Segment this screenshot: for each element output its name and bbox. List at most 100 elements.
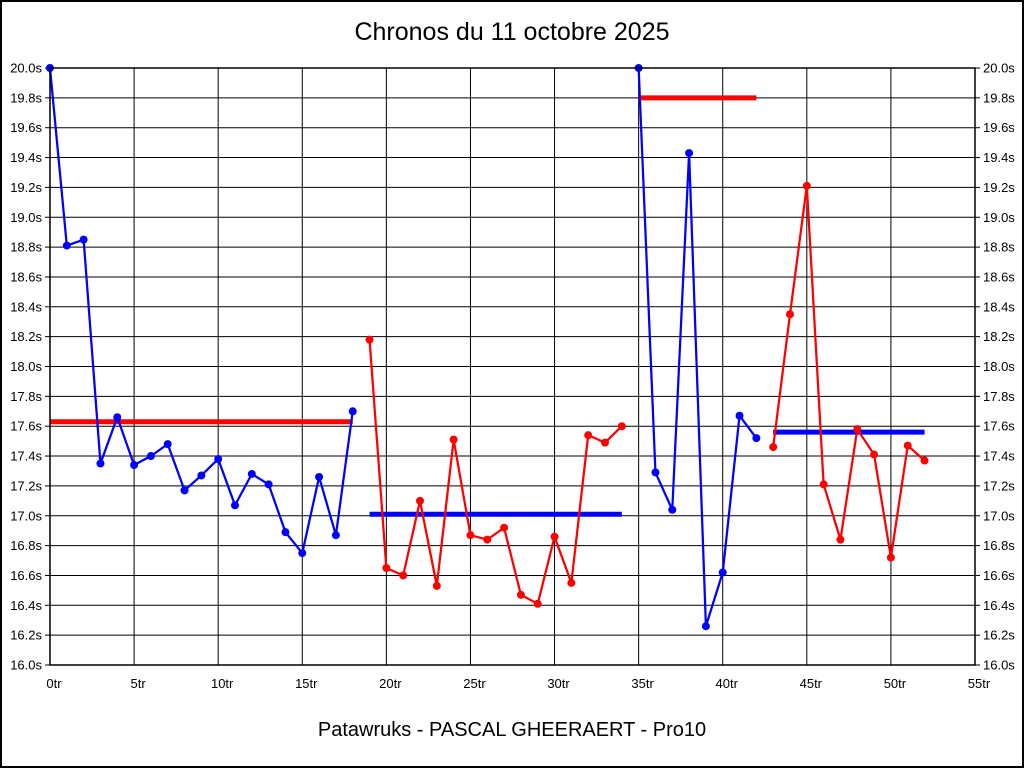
y-axis-tick-label-right: 17.2s: [983, 478, 1015, 493]
data-point-stint-2-red: [500, 523, 509, 532]
data-point-stint-1-blue: [264, 480, 273, 489]
data-point-stint-3-blue: [701, 622, 710, 631]
data-point-stint-2-red: [365, 335, 374, 344]
y-axis-tick-label-left: 16.8s: [10, 538, 42, 553]
data-point-stint-1-blue: [146, 452, 155, 461]
x-axis-tick-label: 25tr: [463, 676, 486, 691]
data-point-stint-2-red: [416, 496, 424, 505]
y-axis-tick-label-right: 18.4s: [983, 299, 1015, 314]
data-point-stint-3-blue: [668, 505, 677, 514]
y-axis-tick-label-left: 18.2s: [10, 329, 42, 344]
y-axis-tick-label-left: 18.8s: [10, 240, 42, 255]
data-point-stint-4-red: [819, 480, 828, 489]
y-axis-tick-label-left: 16.4s: [10, 598, 42, 613]
data-point-stint-2-red: [567, 578, 576, 587]
y-axis-tick-label-left: 17.6s: [10, 419, 42, 434]
data-point-stint-1-blue: [62, 241, 71, 250]
y-axis-tick-label-right: 20.0s: [983, 61, 1015, 76]
data-point-stint-2-red: [516, 590, 525, 599]
y-axis-tick-label-right: 16.8s: [983, 538, 1015, 553]
y-axis-tick-label-right: 16.4s: [983, 598, 1015, 613]
y-axis-tick-label-right: 17.0s: [983, 508, 1015, 523]
y-axis-tick-label-left: 17.8s: [10, 389, 42, 404]
data-point-stint-4-red: [786, 310, 794, 319]
chart-footer: Patawruks - PASCAL GHEERAERT - Pro10: [317, 719, 707, 741]
series-line-stint-1-blue: [48, 67, 354, 556]
y-axis-tick-label-left: 19.6s: [10, 120, 42, 135]
data-point-stint-4-red: [920, 456, 929, 465]
data-point-stint-2-red: [483, 535, 492, 544]
data-point-stint-1-blue: [197, 471, 206, 480]
data-point-stint-4-red: [853, 425, 862, 434]
data-point-stint-1-blue: [247, 469, 256, 478]
y-axis-tick-label-left: 17.0s: [10, 508, 42, 523]
x-axis-tick-label: 20tr: [379, 676, 402, 691]
y-axis-tick-label-left: 18.0s: [10, 359, 42, 374]
data-point-stint-1-blue: [348, 407, 357, 416]
data-point-stint-1-blue: [214, 455, 223, 464]
data-point-stint-2-red: [601, 438, 609, 447]
y-axis-tick-label-right: 16.0s: [983, 658, 1015, 673]
data-point-stint-2-red: [617, 422, 626, 431]
data-point-stint-3-blue: [718, 568, 727, 577]
x-axis-tick-label: 35tr: [631, 676, 654, 691]
data-point-stint-4-red: [903, 441, 912, 450]
y-axis-tick-label-left: 16.6s: [10, 568, 42, 583]
data-point-stint-1-blue: [281, 528, 290, 537]
x-axis-tick-label: 10tr: [211, 676, 234, 691]
x-axis-tick-label: 5tr: [131, 676, 147, 691]
y-axis-tick-label-right: 17.6s: [983, 419, 1015, 434]
y-axis-tick-label-left: 19.0s: [10, 210, 42, 225]
y-axis-tick-label-right: 16.6s: [983, 568, 1015, 583]
y-axis-tick-label-left: 18.6s: [10, 269, 42, 284]
data-point-stint-4-red: [802, 181, 811, 190]
data-point-stint-1-blue: [331, 531, 340, 540]
series-line-stint-4-red: [772, 185, 926, 558]
y-axis-tick-label-right: 19.0s: [983, 210, 1015, 225]
y-axis-tick-label-left: 19.4s: [10, 150, 42, 165]
data-point-stint-4-red: [886, 553, 895, 562]
y-axis-tick-label-right: 19.2s: [983, 180, 1015, 195]
y-axis-tick-label-left: 19.8s: [10, 90, 42, 105]
y-axis-tick-label-right: 18.2s: [983, 329, 1015, 344]
y-axis-tick-label-right: 17.8s: [983, 389, 1015, 404]
y-axis-tick-label-left: 17.4s: [10, 449, 42, 464]
y-axis-tick-label-right: 19.8s: [983, 90, 1015, 105]
data-point-stint-4-red: [870, 450, 879, 459]
data-point-stint-2-red: [449, 435, 458, 444]
data-point-stint-2-red: [432, 581, 441, 590]
x-axis-tick-label: 50tr: [884, 676, 907, 691]
data-point-stint-1-blue: [163, 440, 172, 449]
data-point-stint-3-blue: [651, 468, 660, 477]
data-point-stint-3-blue: [735, 411, 744, 420]
y-axis-tick-label-left: 18.4s: [10, 299, 42, 314]
data-point-stint-1-blue: [231, 501, 239, 510]
y-axis-tick-label-right: 16.2s: [983, 628, 1015, 643]
data-point-stint-2-red: [584, 431, 593, 440]
data-point-stint-3-blue: [685, 149, 694, 158]
data-point-stint-2-red: [533, 599, 542, 608]
y-axis-tick-label-right: 19.4s: [983, 150, 1015, 165]
y-axis-tick-label-left: 16.2s: [10, 628, 42, 643]
x-axis-tick-label: 40tr: [716, 676, 739, 691]
x-axis-tick-label: 15tr: [295, 676, 318, 691]
data-point-stint-2-red: [399, 571, 408, 580]
y-axis-tick-label-left: 17.2s: [10, 478, 42, 493]
data-point-stint-2-red: [466, 531, 475, 540]
y-axis-tick-label-right: 18.0s: [983, 359, 1015, 374]
y-axis-tick-label-right: 18.8s: [983, 240, 1015, 255]
x-axis-tick-label: 45tr: [800, 676, 823, 691]
y-axis-tick-label-right: 19.6s: [983, 120, 1015, 135]
data-point-stint-4-red: [836, 535, 845, 544]
x-axis-tick-label: 30tr: [547, 676, 570, 691]
y-axis-tick-label-right: 17.4s: [983, 449, 1015, 464]
data-point-stint-1-blue: [315, 472, 324, 481]
data-point-stint-1-blue: [79, 235, 88, 244]
data-point-stint-1-blue: [113, 413, 122, 422]
y-axis-tick-label-right: 18.6s: [983, 269, 1015, 284]
data-point-stint-1-blue: [298, 549, 307, 558]
data-point-stint-1-blue: [180, 486, 189, 495]
